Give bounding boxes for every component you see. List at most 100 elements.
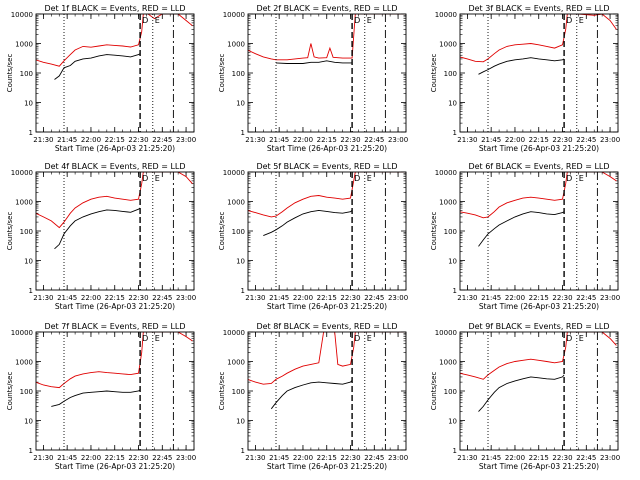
xtick-label: 23:00: [600, 294, 620, 302]
plot-frame: [247, 331, 407, 451]
y-axis-label: Counts/sec: [430, 54, 438, 93]
xtick-label: 22:15: [529, 136, 549, 144]
ytick-label: 1: [241, 129, 245, 137]
series-black-events: [54, 53, 141, 80]
xtick-label: 22:15: [529, 454, 549, 462]
ytick-label: 10000: [435, 169, 457, 177]
ytick-label: 10000: [11, 169, 33, 177]
plot-frame: [35, 331, 195, 451]
ytick-label: 1000: [439, 41, 457, 49]
ytick-label: 100: [444, 70, 457, 78]
ytick-label: 10: [24, 258, 33, 266]
ytick-label: 10: [24, 100, 33, 108]
plot-frame: [35, 13, 195, 133]
series-red-lld: [36, 332, 193, 389]
xtick-label: 22:00: [293, 136, 313, 144]
ytick-label: 10: [236, 418, 245, 426]
xtick-label: 22:45: [152, 136, 172, 144]
xtick-label: 21:30: [245, 294, 265, 302]
subplot-det-9: Det 9f BLACK = Events, RED = LLD 1 10 100 10…: [430, 322, 620, 471]
annotation-D: D: [354, 16, 360, 25]
subplot-det-8: Det 8f BLACK = Events, RED = LLD 1 10 100 10…: [218, 322, 408, 471]
subplot-det-6: Det 6f BLACK = Events, RED = LLD 1 10 100 10…: [430, 162, 620, 311]
ytick-label: 1: [241, 447, 245, 455]
series-red-lld: [248, 172, 405, 218]
xtick-label: 21:30: [245, 136, 265, 144]
ytick-label: 1000: [15, 41, 33, 49]
subplot-title: Det 5f BLACK = Events, RED = LLD: [256, 162, 397, 171]
xtick-label: 21:30: [33, 294, 53, 302]
xtick-label: 23:00: [600, 454, 620, 462]
y-axis-label: Counts/sec: [6, 372, 14, 411]
annotation-E: E: [579, 174, 584, 183]
y-axis-label: Counts/sec: [430, 372, 438, 411]
ytick-label: 100: [444, 388, 457, 396]
ytick-label: 100: [444, 228, 457, 236]
xtick-label: 22:15: [317, 454, 337, 462]
xtick-label: 22:15: [529, 294, 549, 302]
ytick-label: 10: [448, 258, 457, 266]
y-axis-label: Counts/sec: [218, 372, 226, 411]
series-black-events: [275, 60, 353, 64]
xtick-label: 21:45: [481, 294, 501, 302]
y-axis-label: Counts/sec: [430, 212, 438, 251]
xtick-label: 21:30: [33, 136, 53, 144]
annotation-D: D: [566, 334, 572, 343]
xtick-label: 22:30: [340, 454, 360, 462]
xtick-label: 22:00: [505, 454, 525, 462]
xtick-label: 22:45: [364, 454, 384, 462]
plot-frame: [247, 171, 407, 291]
subplot-det-7: Det 7f BLACK = Events, RED = LLD 1 10 100 10…: [6, 322, 196, 471]
subplot-det-5: Det 5f BLACK = Events, RED = LLD 1 10 100 10…: [218, 162, 408, 311]
xtick-label: 22:45: [152, 454, 172, 462]
x-axis-label: Start Time (26-Apr-03 21:25:20): [55, 144, 175, 153]
x-axis-label: Start Time (26-Apr-03 21:25:20): [479, 302, 599, 311]
xtick-label: 21:30: [33, 454, 53, 462]
ytick-label: 1: [29, 129, 33, 137]
series-black-events: [270, 380, 353, 410]
xtick-label: 21:30: [457, 136, 477, 144]
xtick-label: 21:45: [269, 454, 289, 462]
ytick-label: 100: [20, 70, 33, 78]
x-axis-label: Start Time (26-Apr-03 21:25:20): [55, 302, 175, 311]
series-red-lld: [36, 172, 193, 229]
x-axis-label: Start Time (26-Apr-03 21:25:20): [267, 462, 387, 471]
xtick-label: 22:45: [576, 294, 596, 302]
xtick-label: 22:30: [128, 294, 148, 302]
xtick-label: 22:15: [317, 136, 337, 144]
xtick-label: 22:45: [576, 136, 596, 144]
xtick-label: 22:30: [340, 294, 360, 302]
ytick-label: 1000: [15, 199, 33, 207]
xtick-label: 22:45: [576, 454, 596, 462]
ytick-label: 1000: [439, 199, 457, 207]
xtick-label: 23:00: [176, 294, 196, 302]
subplot-title: Det 8f BLACK = Events, RED = LLD: [256, 322, 397, 331]
ytick-label: 10: [448, 100, 457, 108]
ytick-label: 1: [29, 287, 33, 295]
xtick-label: 21:45: [57, 454, 77, 462]
subplot-title: Det 4f BLACK = Events, RED = LLD: [44, 162, 185, 171]
subplot-title: Det 9f BLACK = Events, RED = LLD: [468, 322, 609, 331]
ytick-label: 1: [29, 447, 33, 455]
subplot-det-3: Det 3f BLACK = Events, RED = LLD 1 10 100 10…: [430, 4, 620, 153]
ytick-label: 100: [20, 388, 33, 396]
xtick-label: 21:45: [269, 294, 289, 302]
xtick-label: 22:30: [340, 136, 360, 144]
plot-frame: [459, 171, 619, 291]
annotation-E: E: [579, 334, 584, 343]
annotation-D: D: [566, 174, 572, 183]
xtick-label: 22:15: [105, 136, 125, 144]
subplot-det-1: Det 1f BLACK = Events, RED = LLD 1 10 100 10…: [6, 4, 196, 153]
ytick-label: 10: [236, 258, 245, 266]
subplot-title: Det 7f BLACK = Events, RED = LLD: [44, 322, 185, 331]
annotation-D: D: [566, 16, 572, 25]
series-black-events: [478, 57, 565, 75]
annotation-E: E: [155, 174, 160, 183]
series-black-events: [263, 209, 353, 237]
x-axis-label: Start Time (26-Apr-03 21:25:20): [55, 462, 175, 471]
plot-frame: [35, 171, 195, 291]
ytick-label: 1: [453, 129, 457, 137]
xtick-label: 21:45: [57, 294, 77, 302]
series-black-events: [478, 211, 565, 247]
xtick-label: 23:00: [388, 294, 408, 302]
